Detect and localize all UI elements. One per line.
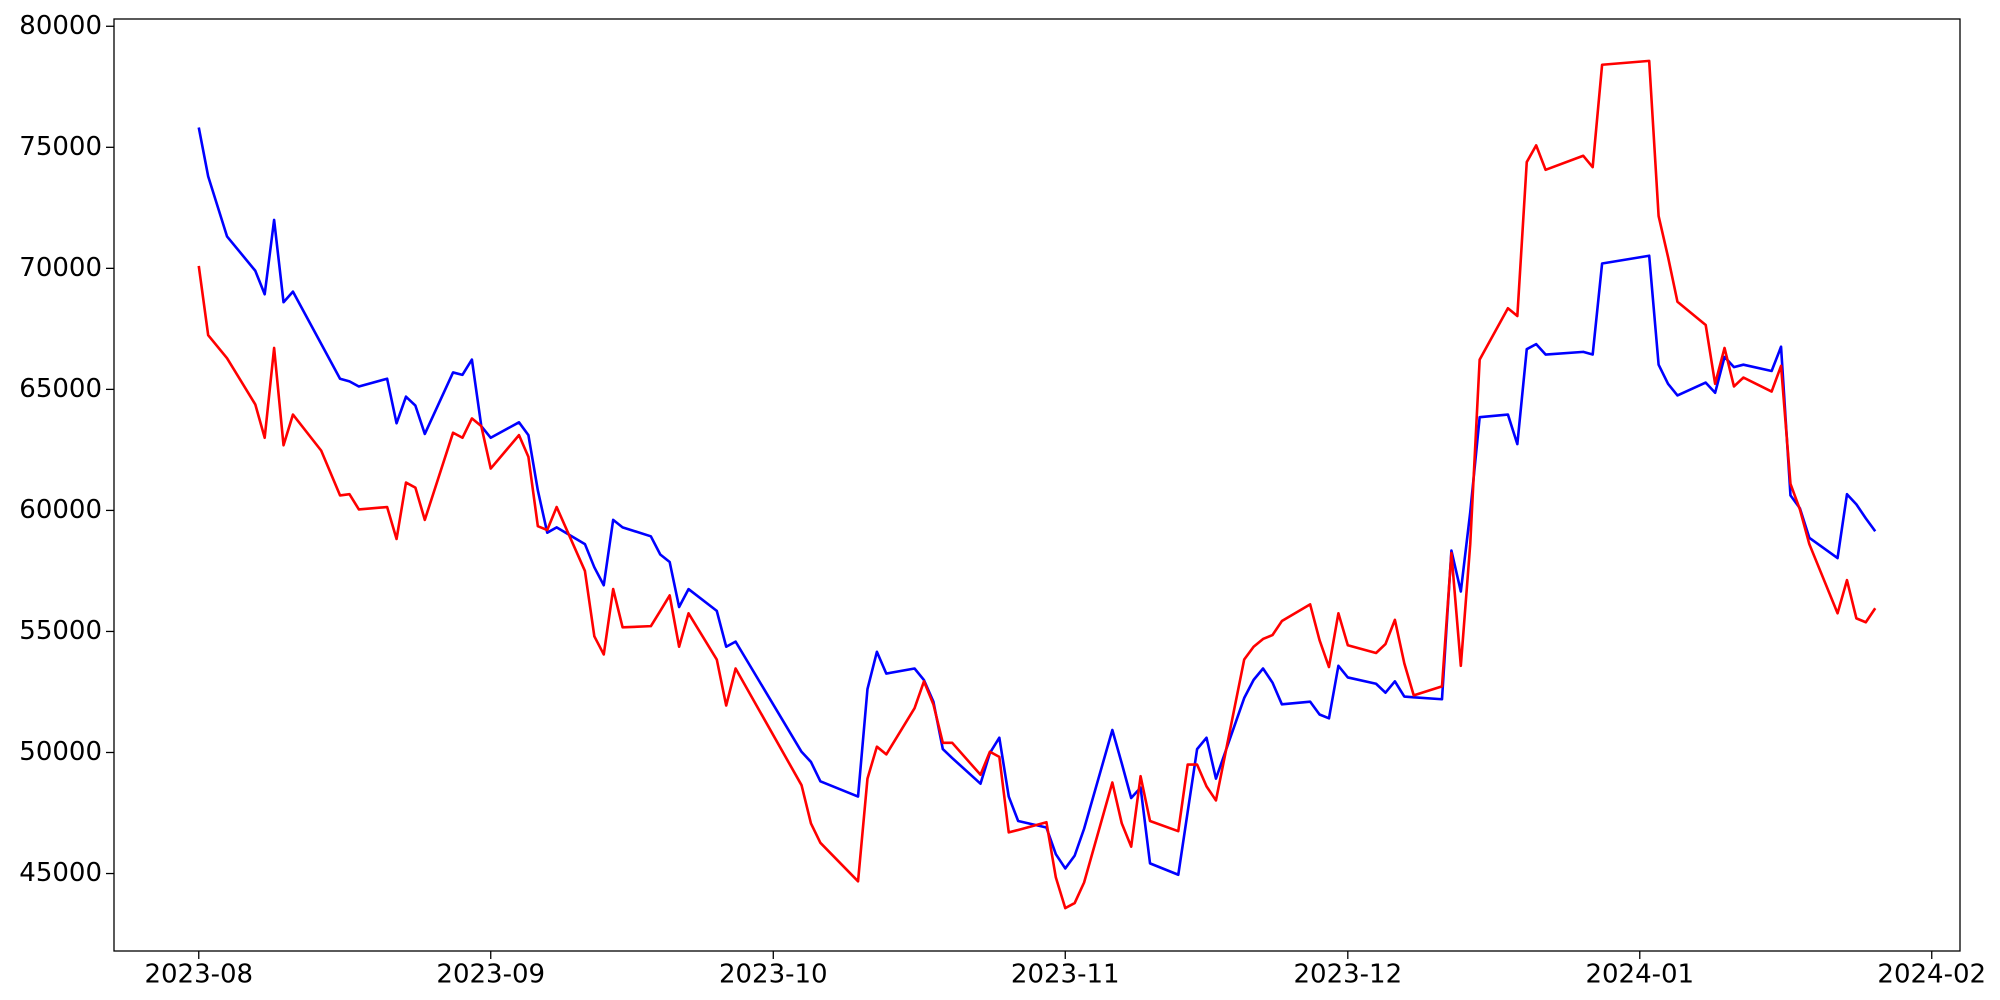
plot-frame bbox=[113, 18, 1961, 952]
x-tick-label: 2024-02 bbox=[1877, 960, 1986, 990]
y-tick-label: 75000 bbox=[19, 132, 102, 162]
x-tick-label: 2023-12 bbox=[1293, 960, 1402, 990]
x-tick-label: 2023-10 bbox=[719, 960, 828, 990]
x-tick-label: 2023-11 bbox=[1011, 960, 1120, 990]
x-tick-label: 2024-01 bbox=[1585, 960, 1694, 990]
y-tick-label: 65000 bbox=[19, 374, 102, 404]
x-tick-label: 2023-09 bbox=[436, 960, 545, 990]
y-tick-label: 60000 bbox=[19, 495, 102, 525]
series-line bbox=[197, 59, 1877, 910]
y-tick-label: 70000 bbox=[19, 253, 102, 283]
y-tick-label: 50000 bbox=[19, 737, 102, 767]
y-tick-label: 80000 bbox=[19, 11, 102, 41]
series-line bbox=[197, 127, 1877, 877]
y-tick-label: 55000 bbox=[19, 616, 102, 646]
y-tick-label: 45000 bbox=[19, 858, 102, 888]
x-tick-label: 2023-08 bbox=[144, 960, 253, 990]
